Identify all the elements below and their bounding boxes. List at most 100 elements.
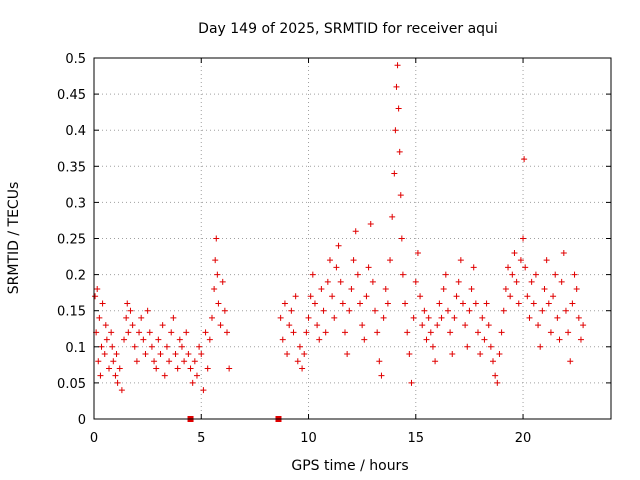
data-point <box>410 314 417 321</box>
data-point <box>214 271 221 278</box>
data-point <box>303 329 310 336</box>
data-point <box>436 300 443 307</box>
data-point <box>537 343 544 350</box>
data-point <box>507 293 514 300</box>
data-point <box>102 322 109 329</box>
data-point <box>423 336 430 343</box>
data-layer <box>92 62 587 422</box>
data-point <box>296 343 303 350</box>
data-point <box>399 271 406 278</box>
data-point <box>346 307 353 314</box>
data-point <box>196 343 203 350</box>
data-point <box>198 351 205 358</box>
data-point <box>429 343 436 350</box>
data-point <box>191 358 198 365</box>
data-point <box>545 300 552 307</box>
data-point <box>513 278 520 285</box>
data-point <box>181 358 188 365</box>
data-point <box>318 286 325 293</box>
x-tick-label: 5 <box>197 431 205 446</box>
data-point <box>333 264 340 271</box>
data-point <box>442 271 449 278</box>
data-point <box>440 286 447 293</box>
data-point <box>286 322 293 329</box>
data-point <box>217 322 224 329</box>
data-point <box>183 329 190 336</box>
data-point <box>365 264 372 271</box>
data-point <box>352 228 359 235</box>
data-point <box>468 286 475 293</box>
data-point <box>447 329 454 336</box>
data-point <box>284 351 291 358</box>
data-point <box>94 286 101 293</box>
data-point <box>136 329 143 336</box>
data-point <box>314 322 321 329</box>
data-point <box>432 358 439 365</box>
y-axis-label: SRMTID / TECUs <box>6 182 22 295</box>
chart-title: Day 149 of 2025, SRMTID for receiver aqu… <box>198 21 498 37</box>
data-point <box>109 343 116 350</box>
data-point <box>331 314 338 321</box>
data-point <box>535 322 542 329</box>
data-point <box>113 351 120 358</box>
data-point <box>95 358 102 365</box>
data-point <box>520 235 527 242</box>
data-point <box>155 336 162 343</box>
data-point <box>552 271 559 278</box>
data-point <box>121 336 128 343</box>
data-point <box>412 278 419 285</box>
y-tick-label: 0.3 <box>65 196 86 211</box>
data-point <box>382 286 389 293</box>
data-point <box>500 307 507 314</box>
data-point <box>522 264 529 271</box>
data-point <box>539 307 546 314</box>
data-point <box>226 365 233 372</box>
data-point <box>550 293 557 300</box>
data-point <box>408 379 415 386</box>
data-point <box>451 314 458 321</box>
data-point <box>151 358 158 365</box>
data-point <box>380 314 387 321</box>
data-point <box>161 372 168 379</box>
data-point <box>524 293 531 300</box>
data-point <box>487 343 494 350</box>
data-point <box>127 307 134 314</box>
data-point <box>560 249 567 256</box>
data-point <box>369 278 376 285</box>
data-point <box>288 307 295 314</box>
data-point <box>419 322 426 329</box>
data-point <box>472 300 479 307</box>
data-point <box>398 235 405 242</box>
data-point <box>406 351 413 358</box>
y-tick-label: 0.4 <box>65 124 86 139</box>
data-point <box>515 300 522 307</box>
data-point <box>414 249 421 256</box>
data-point <box>459 300 466 307</box>
y-tick-label: 0.05 <box>57 377 86 392</box>
data-point <box>470 264 477 271</box>
data-point <box>178 343 185 350</box>
y-tick-label: 0 <box>78 413 86 428</box>
data-point <box>92 293 99 300</box>
data-point <box>301 351 308 358</box>
data-point <box>202 329 209 336</box>
data-point <box>101 351 108 358</box>
data-point <box>511 249 518 256</box>
data-point <box>103 336 110 343</box>
data-point <box>294 358 301 365</box>
data-point <box>565 329 572 336</box>
data-point <box>290 329 297 336</box>
data-point <box>277 314 284 321</box>
data-point <box>159 322 166 329</box>
data-point <box>494 379 501 386</box>
data-point <box>541 286 548 293</box>
data-point <box>528 278 535 285</box>
data-point <box>320 307 327 314</box>
data-point <box>163 343 170 350</box>
data-point <box>569 300 576 307</box>
data-point <box>339 300 346 307</box>
data-point <box>361 336 368 343</box>
data-point <box>144 307 151 314</box>
plot-frame <box>93 57 612 420</box>
